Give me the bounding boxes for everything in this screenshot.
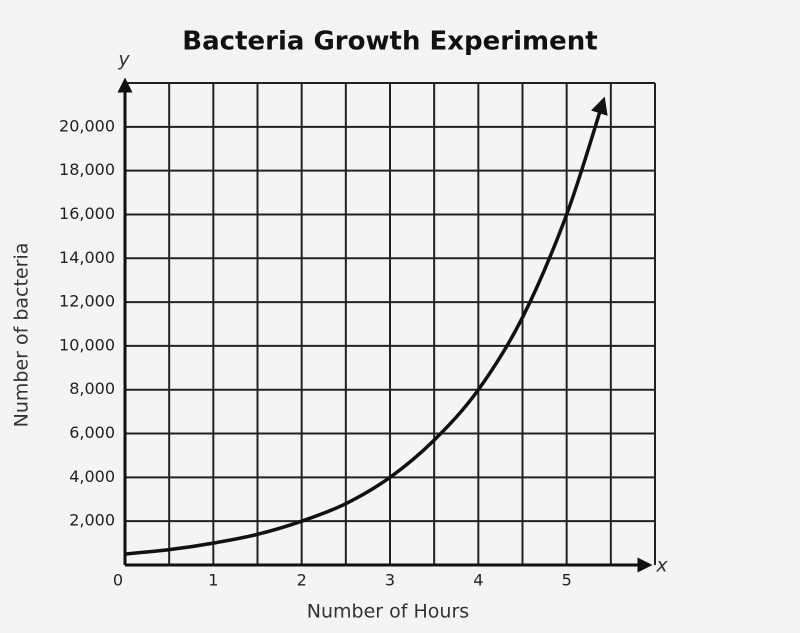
x-tick-label: 4 <box>473 571 483 590</box>
y-tick-label: 10,000 <box>59 335 115 354</box>
x-tick-label: 2 <box>297 571 307 590</box>
x-tick-label: 3 <box>385 571 395 590</box>
y-axis-label: Number of bacteria <box>11 243 33 428</box>
chart-title: Bacteria Growth Experiment <box>182 27 597 57</box>
x-axis-letter: x <box>655 555 668 577</box>
y-tick-label: 8,000 <box>69 379 115 398</box>
growth-curve <box>124 96 608 556</box>
y-tick-label: 16,000 <box>59 204 115 223</box>
y-tick-label: 14,000 <box>59 248 115 267</box>
y-tick-label: 4,000 <box>69 467 115 486</box>
y-axis-letter: y <box>117 49 130 71</box>
y-tick-label: 2,000 <box>69 511 115 530</box>
y-tick-label: 12,000 <box>59 292 115 311</box>
y-tick-label: 20,000 <box>59 116 115 135</box>
x-axis-label: Number of Hours <box>307 601 469 623</box>
y-tick-label: 6,000 <box>69 423 115 442</box>
y-tick-label: 18,000 <box>59 160 115 179</box>
x-tick-label: 0 <box>113 571 123 590</box>
x-tick-label: 1 <box>208 571 218 590</box>
x-tick-label: 5 <box>562 571 572 590</box>
